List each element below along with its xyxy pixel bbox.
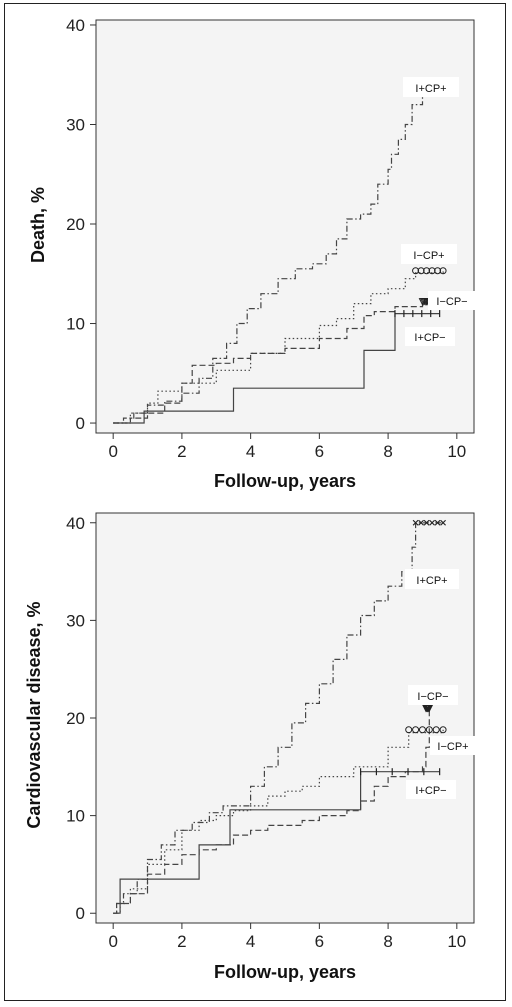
series-line-I−CP− xyxy=(113,301,430,424)
label-i-minus-cp-plus-2: I−CP+ xyxy=(437,741,468,753)
censor-marker xyxy=(412,726,420,734)
cvd-chart: 0 2 4 6 8 10 0 10 20 30 40 I+CP+ I−CP− I−CP+ I+CP−… xyxy=(24,512,476,982)
censor-marker xyxy=(423,519,430,526)
y-tick-label: 20 xyxy=(66,709,85,728)
y-tick-label: 0 xyxy=(76,414,85,433)
y-tick-label: 40 xyxy=(66,16,85,35)
label-i-plus-cp-plus-2: I+CP+ xyxy=(416,575,447,587)
x-tick-label: 4 xyxy=(246,442,255,461)
label-i-minus-cp-plus: I−CP+ xyxy=(413,250,444,262)
x-tick-label: 8 xyxy=(383,442,392,461)
censor-marker xyxy=(417,267,425,275)
censor-marker xyxy=(425,704,434,713)
label-i-plus-cp-minus: I+CP− xyxy=(414,332,445,344)
series-line-I−CP+ xyxy=(113,270,444,424)
censor-marker xyxy=(434,267,442,275)
censor-marker xyxy=(423,267,431,275)
series-line-I+CP− xyxy=(113,771,440,914)
x-tick-label: 2 xyxy=(177,932,186,951)
series-line-I+CP− xyxy=(113,313,440,424)
x-tick-label: 6 xyxy=(315,932,324,951)
y-tick-label: 10 xyxy=(66,807,85,826)
x-axis-label-cvd: Follow-up, years xyxy=(214,962,356,982)
censor-marker xyxy=(432,726,440,734)
censor-marker xyxy=(440,519,446,526)
death-chart: 0 2 4 6 8 10 0 10 20 30 40 I+CP+ I−CP+ I−CP− I+CP−… xyxy=(28,16,476,491)
y-tick-label: 10 xyxy=(66,315,85,334)
censor-marker xyxy=(434,519,441,526)
x-tick-label: 6 xyxy=(315,442,324,461)
x-tick-label: 0 xyxy=(108,442,117,461)
x-tick-label: 8 xyxy=(383,932,392,951)
y-tick-label: 20 xyxy=(66,215,85,234)
censor-marker xyxy=(418,519,425,526)
y-tick-label: 30 xyxy=(66,115,85,134)
censor-marker xyxy=(412,267,420,275)
censor-marker xyxy=(418,726,426,734)
label-i-minus-cp-minus-2: I−CP− xyxy=(417,691,448,703)
x-tick-label: 2 xyxy=(177,442,186,461)
censor-marker xyxy=(405,726,413,734)
x-tick-label: 0 xyxy=(108,932,117,951)
censor-marker xyxy=(429,519,436,526)
x-tick-label: 10 xyxy=(447,932,466,951)
censor-marker xyxy=(412,519,419,526)
label-i-plus-cp-minus-2: I+CP− xyxy=(415,785,446,797)
y-tick-label: 40 xyxy=(66,514,85,533)
y-axis-label-death: Death, % xyxy=(28,187,48,263)
censor-marker xyxy=(428,267,436,275)
censor-marker xyxy=(425,726,433,734)
x-axis-label-death: Follow-up, years xyxy=(214,471,356,491)
y-axis-label-cvd: Cardiovascular disease, % xyxy=(24,601,44,828)
y-tick-label: 0 xyxy=(76,904,85,923)
censor-marker xyxy=(439,726,447,734)
series-line-I+CP+ xyxy=(113,522,444,914)
label-i-minus-cp-minus: I−CP− xyxy=(436,296,467,308)
label-i-plus-cp-plus: I+CP+ xyxy=(415,83,446,95)
x-tick-label: 10 xyxy=(447,442,466,461)
y-tick-label: 30 xyxy=(66,611,85,630)
x-tick-label: 4 xyxy=(246,932,255,951)
censor-marker xyxy=(439,267,447,275)
